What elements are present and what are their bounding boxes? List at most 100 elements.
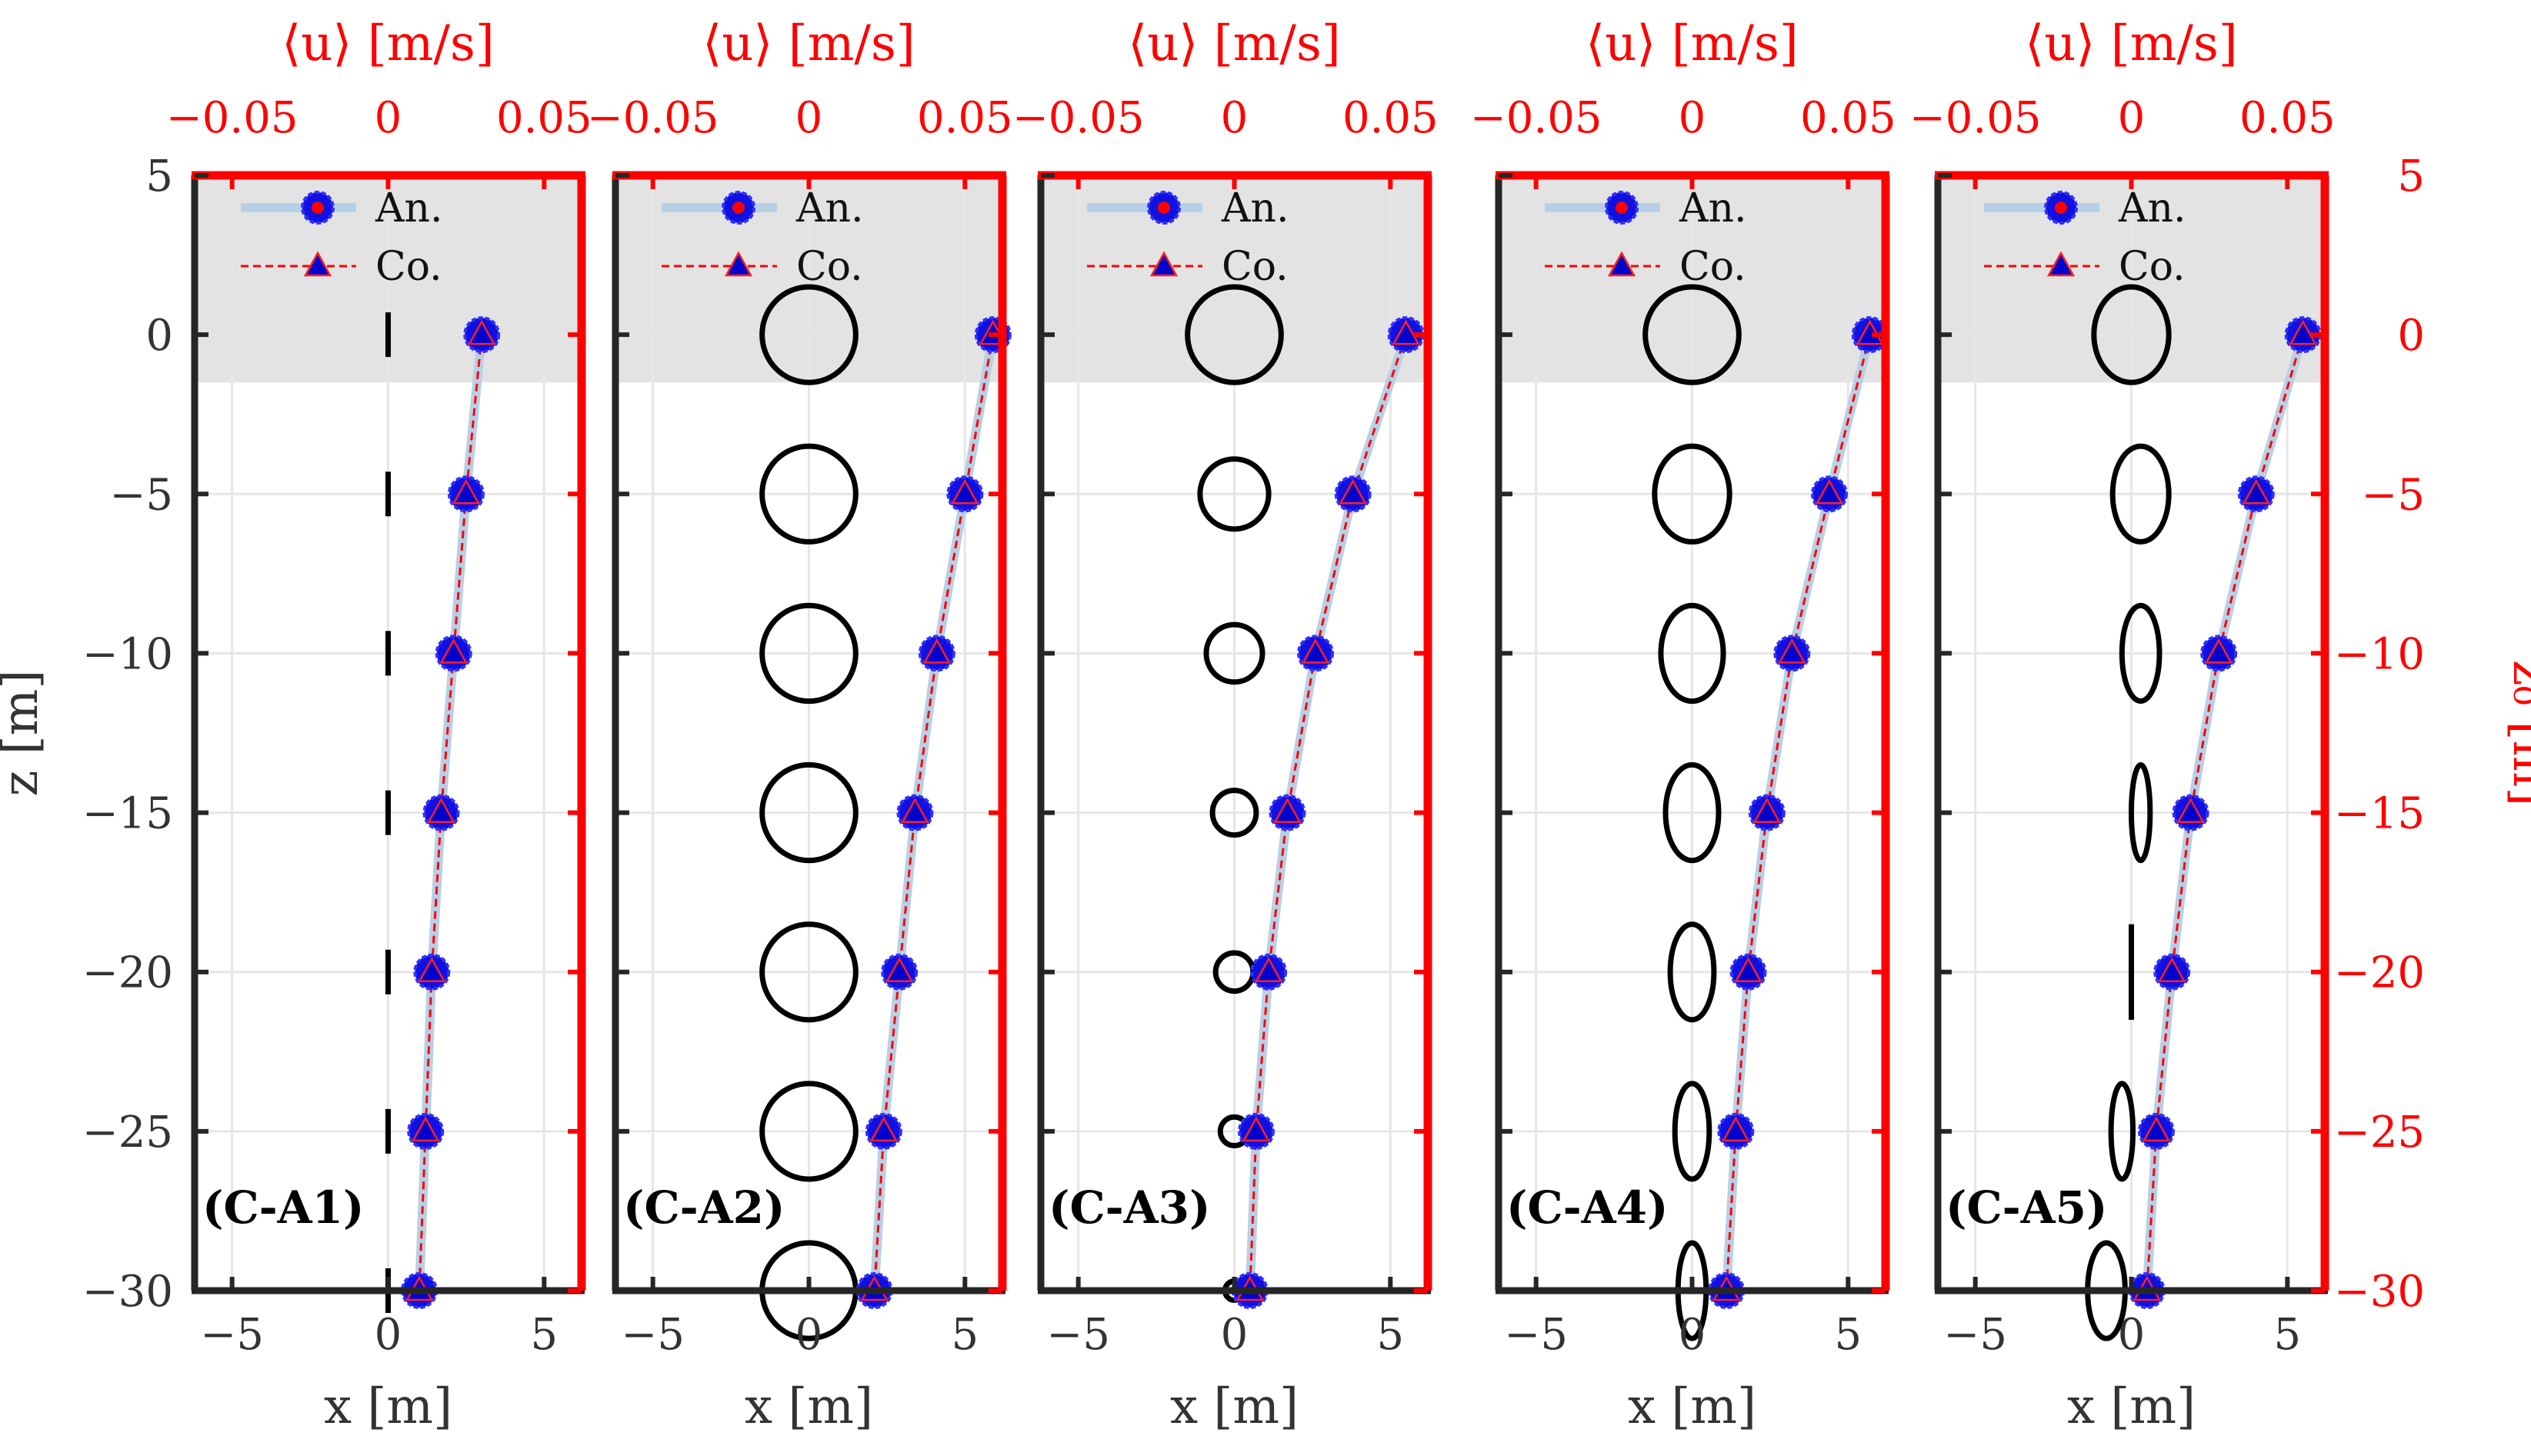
computed-point [2176, 797, 2205, 823]
legend-label-computed: Co. [2119, 244, 2186, 290]
x-tick-label: −5 [1504, 1310, 1568, 1360]
panel-label: (C-A5) [1946, 1181, 2107, 1234]
orbit-3 [2119, 602, 2163, 705]
orbit-2 [2109, 443, 2172, 545]
top-tick-label: 0 [1679, 93, 1706, 143]
top-axis-label: ⟨u⟩ [m/s] [1586, 15, 1799, 72]
orbit-2 [1197, 456, 1272, 532]
z0-tick-label: −15 [2334, 789, 2425, 839]
orbit-1 [1642, 284, 1742, 385]
orbit-1 [2091, 284, 2172, 385]
y-tick-label: −15 [82, 789, 173, 839]
orbit-4 [1662, 761, 1722, 864]
legend-label-computed: Co. [1679, 244, 1746, 290]
top-axis-label: ⟨u⟩ [m/s] [282, 15, 495, 72]
x-axis-label: x [m] [1170, 1378, 1299, 1435]
computed-point [418, 957, 446, 982]
z0-tick-label: −25 [2334, 1108, 2425, 1158]
legend-label-computed: Co. [375, 244, 442, 290]
computed-point [452, 478, 481, 505]
y-tick-label: −20 [82, 948, 173, 998]
computed-point [1339, 478, 1367, 505]
y-tick-label: −25 [82, 1108, 173, 1158]
computed-point [2242, 478, 2270, 505]
computed-point [869, 1116, 898, 1142]
panel-3: An. Co. (C-A3) −5 0 5 x [m] −0.05 0 0.05⟨u⟩ [m/s] [1012, 15, 1439, 1435]
x-tick-label: −5 [621, 1310, 685, 1360]
computed-point [1242, 1116, 1271, 1142]
x-axis-label: x [m] [1628, 1378, 1756, 1435]
orbit-1 [1185, 284, 1284, 385]
x-tick-label: 5 [1377, 1310, 1405, 1360]
computed-point [2289, 319, 2317, 345]
top-tick-label: 0.05 [496, 93, 592, 143]
z0-tick-label: −5 [2361, 470, 2425, 520]
z0-tick-label: −20 [2334, 948, 2425, 998]
y-tick-label: −5 [109, 470, 173, 520]
top-tick-label: 0.05 [1800, 93, 1896, 143]
legend-computed-marker [724, 251, 753, 277]
panel-label: (C-A4) [1506, 1181, 1668, 1234]
y-tick-label: 5 [145, 152, 173, 202]
y-tick-label: 0 [145, 311, 173, 361]
orbit-6 [759, 1081, 859, 1182]
computed-point [2204, 638, 2233, 664]
panel-4: An. Co. (C-A4) −5 0 5 x [m] −0.05 0 0.05⟨u⟩ [m/s] [1470, 15, 1896, 1435]
x-tick-label: 5 [531, 1310, 559, 1360]
x-tick-label: 0 [795, 1310, 823, 1360]
legend-computed-marker [2046, 251, 2076, 277]
x-tick-label: 0 [1221, 1310, 1249, 1360]
orbit-4 [1209, 788, 1259, 838]
z0-tick-label: 5 [2397, 152, 2425, 202]
computed-point [1255, 957, 1283, 982]
top-axis-label: ⟨u⟩ [m/s] [2025, 15, 2238, 72]
legend-analytical-marker-center [2055, 202, 2067, 214]
x-tick-label: 5 [2274, 1310, 2302, 1360]
top-tick-label: 0 [375, 93, 402, 143]
x-axis-label: x [m] [745, 1378, 873, 1435]
computed-point [1815, 478, 1844, 505]
orbit-4 [2129, 761, 2153, 864]
computed-point [468, 319, 496, 345]
top-tick-label: −0.05 [1470, 93, 1602, 143]
computed-point [1301, 638, 1330, 664]
legend-computed-marker [1607, 251, 1636, 277]
orbit-3 [1658, 602, 1726, 705]
x-axis-label: x [m] [2067, 1378, 2196, 1435]
legend-computed-marker [1149, 251, 1179, 277]
orbit-6 [1672, 1081, 1712, 1182]
y-axis-label: z [m] [0, 670, 49, 797]
computed-point [951, 478, 979, 505]
z0-axis-label: z₀ [m] [2502, 660, 2531, 806]
legend-label-analytical: An. [1679, 185, 1747, 232]
x-tick-label: 0 [375, 1310, 402, 1360]
panel-label: (C-A2) [623, 1181, 785, 1234]
top-tick-label: 0 [2118, 93, 2146, 143]
legend-analytical-marker-center [312, 202, 324, 214]
top-tick-label: 0 [1221, 93, 1249, 143]
panel-label: (C-A1) [202, 1181, 364, 1234]
computed-point [439, 638, 468, 664]
x-tick-label: 0 [2118, 1310, 2146, 1360]
top-axis-label: ⟨u⟩ [m/s] [1128, 15, 1341, 72]
x-tick-label: 5 [952, 1310, 979, 1360]
panel-label: (C-A3) [1049, 1181, 1210, 1234]
computed-point [1392, 319, 1420, 345]
top-tick-label: 0.05 [2239, 93, 2336, 143]
orbit-3 [759, 602, 859, 705]
top-tick-label: −0.05 [1909, 93, 2042, 143]
top-tick-label: 0.05 [917, 93, 1013, 143]
x-axis-label: x [m] [324, 1378, 452, 1435]
legend-label-analytical: An. [1221, 185, 1289, 232]
z0-tick-label: −30 [2334, 1267, 2425, 1317]
computed-point [885, 957, 914, 982]
orbit-5 [1667, 921, 1717, 1023]
legend-label-computed: Co. [1222, 244, 1289, 290]
computed-point [412, 1116, 440, 1142]
x-tick-label: −5 [1046, 1310, 1110, 1360]
legend-analytical-marker-center [1616, 202, 1628, 214]
orbit-3 [1203, 621, 1266, 685]
orbit-4 [759, 761, 859, 864]
orbit-1 [759, 284, 859, 385]
